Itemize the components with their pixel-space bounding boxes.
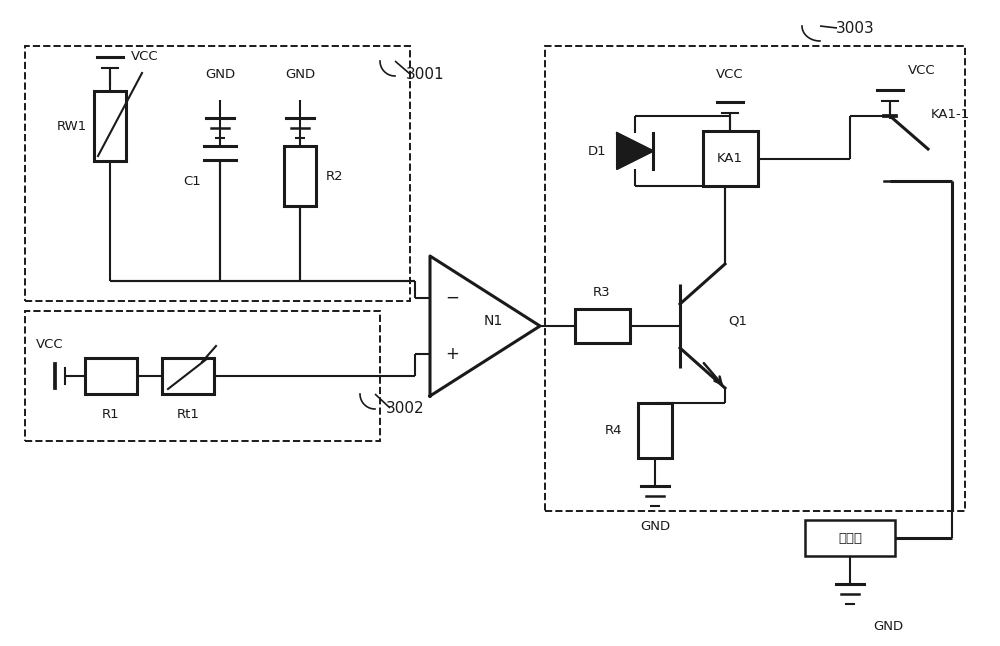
Bar: [702, 131, 758, 186]
Text: KA1-1: KA1-1: [930, 107, 970, 121]
Bar: [545, 46, 965, 511]
Text: VCC: VCC: [131, 50, 159, 63]
Text: R1: R1: [102, 408, 120, 421]
Text: R4: R4: [604, 424, 622, 437]
Bar: [162, 358, 214, 394]
Text: 3002: 3002: [386, 401, 424, 415]
Text: +: +: [445, 345, 459, 363]
Bar: [25, 46, 410, 301]
Polygon shape: [617, 133, 653, 169]
Bar: [805, 520, 895, 556]
Text: 3003: 3003: [836, 21, 874, 36]
Text: N1: N1: [483, 314, 503, 328]
Text: −: −: [445, 289, 459, 307]
Text: RW1: RW1: [57, 120, 87, 132]
Text: R2: R2: [326, 169, 344, 183]
Bar: [284, 146, 316, 206]
Bar: [94, 91, 126, 161]
Text: VCC: VCC: [908, 63, 936, 76]
Bar: [638, 403, 672, 458]
Text: R3: R3: [593, 286, 611, 300]
Text: GND: GND: [205, 67, 235, 81]
Text: KA1: KA1: [717, 152, 743, 165]
Polygon shape: [430, 256, 540, 396]
Text: GND: GND: [873, 620, 903, 632]
Text: Rt1: Rt1: [177, 408, 199, 421]
Bar: [85, 358, 137, 394]
Bar: [25, 311, 380, 441]
Bar: [575, 309, 630, 343]
Text: VCC: VCC: [716, 67, 744, 81]
Text: C1: C1: [183, 174, 201, 187]
Text: 控制阀: 控制阀: [838, 532, 862, 545]
Text: Q1: Q1: [728, 315, 748, 328]
Text: GND: GND: [640, 519, 670, 532]
Text: D1: D1: [588, 145, 606, 158]
Text: VCC: VCC: [36, 337, 64, 351]
Text: GND: GND: [285, 67, 315, 81]
Text: 3001: 3001: [406, 67, 444, 81]
